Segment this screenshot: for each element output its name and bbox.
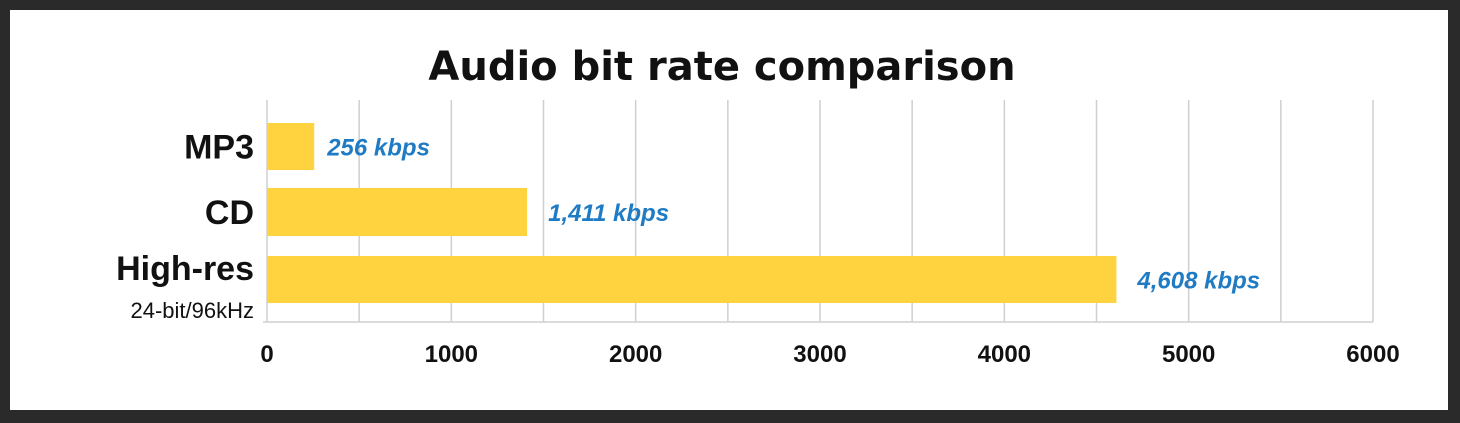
category-label: MP3 [184,129,254,167]
bar-high-res [267,256,1117,303]
category-label: High-res [116,250,254,288]
chart-title: Audio bit rate comparison [428,44,1015,90]
x-tick-label: 1000 [425,341,478,368]
bar-cd [267,188,528,236]
bar-chart: Audio bit rate comparison 256 kbps 1,411 … [116,44,1400,368]
x-axis-ticks: 0 1000 2000 3000 4000 5000 6000 [260,341,1399,368]
x-tick-label: 6000 [1346,341,1399,368]
category-labels: MP3 CD High-res 24-bit/96kHz [116,129,254,324]
x-tick-label: 4000 [978,341,1031,368]
bar-mp3 [267,123,315,170]
value-label: 4,608 kbps [1136,268,1260,295]
category-label: CD [205,194,254,232]
chart-panel: Audio bit rate comparison 256 kbps 1,411 … [10,10,1448,410]
category-sublabel: 24-bit/96kHz [130,298,254,323]
x-tick-label: 0 [260,341,273,368]
x-tick-label: 3000 [793,341,846,368]
value-label: 1,411 kbps [548,200,669,227]
grid-lines [263,100,1374,323]
value-label: 256 kbps [326,135,430,162]
x-tick-label: 5000 [1162,341,1215,368]
bars: 256 kbps 1,411 kbps 4,608 kbps [267,123,1260,303]
x-tick-label: 2000 [609,341,662,368]
